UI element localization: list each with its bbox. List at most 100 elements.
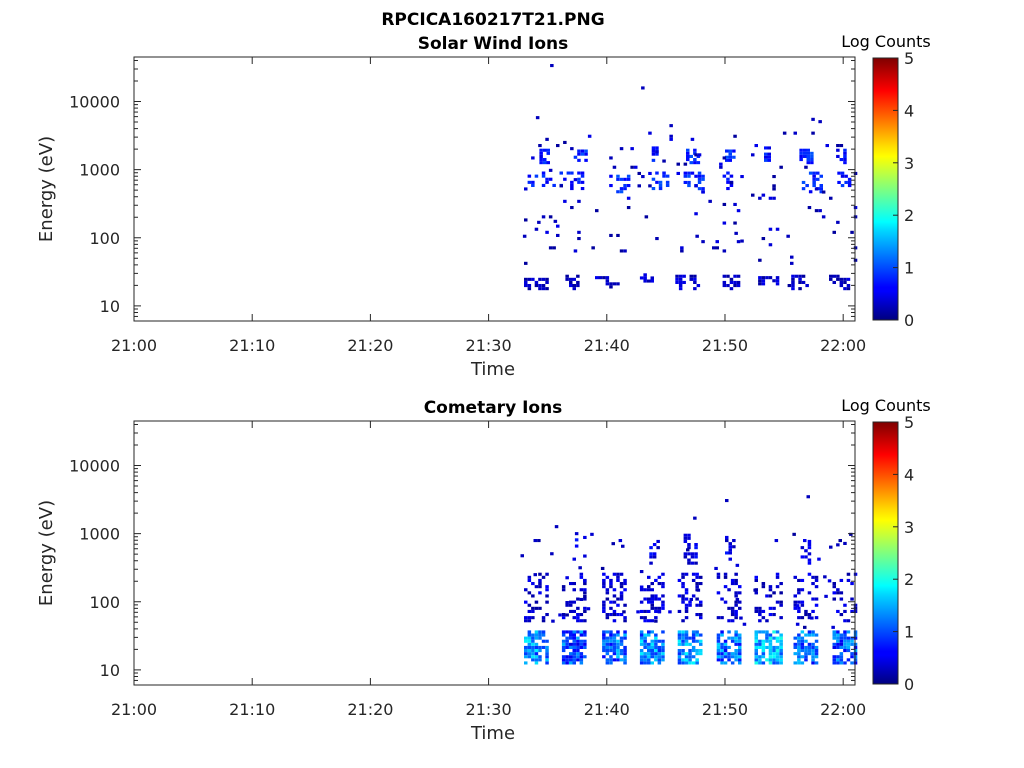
spectrogram-cell xyxy=(768,645,773,649)
spectrogram-cell xyxy=(684,655,689,659)
spectrogram-cell xyxy=(677,655,682,659)
spectrogram-cell xyxy=(716,645,721,649)
spectrogram-cell xyxy=(669,137,673,141)
spectrogram-cell xyxy=(527,603,532,607)
spectrogram-cell xyxy=(772,636,776,640)
spectrogram-cell xyxy=(548,177,553,181)
spectrogram-cell xyxy=(534,227,539,231)
spectrogram-cell xyxy=(730,652,735,656)
y-tick-label: 1000 xyxy=(79,525,120,544)
spectrogram-cell xyxy=(681,658,685,662)
spectrogram-cell xyxy=(602,600,606,604)
spectrogram-cell xyxy=(695,649,699,653)
spectrogram-cell xyxy=(569,655,573,659)
spectrogram-cell xyxy=(639,661,644,665)
spectrogram-cell xyxy=(531,616,535,620)
spectrogram-cell xyxy=(550,64,554,68)
spectrogram-cell xyxy=(616,613,620,617)
spectrogram-cell xyxy=(734,609,738,613)
spectrogram-cell xyxy=(767,146,771,150)
spectrogram-cell xyxy=(772,652,776,656)
spectrogram-cell xyxy=(572,658,576,662)
spectrogram-cell xyxy=(767,152,771,156)
spectrogram-cell xyxy=(623,630,627,634)
spectrogram-cell xyxy=(602,649,606,653)
spectrogram-cell xyxy=(832,636,836,640)
spectrogram-cell xyxy=(775,279,780,283)
spectrogram-cell xyxy=(535,116,540,120)
spectrogram-cell xyxy=(720,655,724,659)
spectrogram-cell xyxy=(641,175,645,179)
spectrogram-cell xyxy=(647,649,651,653)
spectrogram-cell xyxy=(853,652,858,656)
spectrogram-cell xyxy=(565,661,569,665)
spectrogram-cell xyxy=(649,561,653,565)
colorbar-tick-label: 3 xyxy=(904,518,914,537)
spectrogram-cell xyxy=(652,552,657,556)
spectrogram-cell xyxy=(612,600,617,604)
spectrogram-cell xyxy=(612,588,617,592)
spectrogram-cell xyxy=(779,600,783,604)
spectrogram-cell xyxy=(619,591,624,595)
spectrogram-cell xyxy=(734,231,738,235)
spectrogram-cell xyxy=(758,655,762,659)
spectrogram-cell xyxy=(723,585,728,589)
spectrogram-cell xyxy=(605,636,610,640)
spectrogram-cell xyxy=(661,594,665,598)
spectrogram-cell xyxy=(524,284,528,288)
colorbar-tick-label: 2 xyxy=(904,570,914,589)
spectrogram-cell xyxy=(798,280,802,284)
spectrogram-cell xyxy=(734,652,738,656)
spectrogram-cell xyxy=(616,642,620,646)
spectrogram-cell xyxy=(681,630,685,634)
spectrogram-cell xyxy=(727,636,731,640)
spectrogram-cell xyxy=(654,658,658,662)
spectrogram-cell xyxy=(733,202,737,206)
spectrogram-cell xyxy=(681,661,685,665)
spectrogram-cell xyxy=(832,597,836,601)
spectrogram-cell xyxy=(616,578,620,582)
spectrogram-cell xyxy=(799,148,803,152)
spectrogram-cell xyxy=(639,649,644,653)
spectrogram-cell xyxy=(565,603,569,607)
spectrogram-cell xyxy=(590,532,594,536)
spectrogram-cell xyxy=(605,575,610,579)
spectrogram-cell xyxy=(550,552,554,556)
spectrogram-cell xyxy=(838,539,842,543)
spectrogram-cell xyxy=(843,661,847,665)
spectrogram-cell xyxy=(816,177,820,181)
spectrogram-cell xyxy=(584,158,588,162)
spectrogram-cell xyxy=(738,600,742,604)
spectrogram-cell xyxy=(527,633,532,637)
spectrogram-cell xyxy=(655,171,659,175)
spectrogram-cell xyxy=(643,661,647,665)
spectrogram-cell xyxy=(573,249,578,253)
spectrogram-cell xyxy=(730,661,735,665)
spectrogram-cell xyxy=(621,544,625,548)
spectrogram-cell xyxy=(527,616,532,620)
spectrogram-cell xyxy=(738,642,742,646)
spectrogram-cell xyxy=(734,578,738,582)
spectrogram-cell xyxy=(683,539,688,543)
spectrogram-cell xyxy=(587,134,592,138)
colorbar-label: Log Counts xyxy=(841,396,931,415)
spectrogram-cell xyxy=(758,282,762,286)
spectrogram-cell xyxy=(775,655,780,659)
spectrogram-cell xyxy=(847,177,852,181)
spectrogram-cell xyxy=(699,639,703,643)
spectrogram-cell xyxy=(807,561,812,565)
spectrogram-cell xyxy=(738,655,742,659)
spectrogram-cell xyxy=(623,582,627,586)
spectrogram-cell xyxy=(565,613,569,617)
spectrogram-cell xyxy=(609,285,613,289)
spectrogram-cell xyxy=(545,639,549,643)
spectrogram-cell xyxy=(531,183,535,187)
colorbar-tick-label: 1 xyxy=(904,623,914,642)
spectrogram-cell xyxy=(684,636,689,640)
spectrogram-cell xyxy=(669,134,673,138)
spectrogram-cell xyxy=(541,284,546,288)
spectrogram-cell xyxy=(552,246,556,250)
spectrogram-cell xyxy=(761,279,766,283)
spectrogram-cell xyxy=(609,655,613,659)
spectrogram-cell xyxy=(655,237,659,241)
